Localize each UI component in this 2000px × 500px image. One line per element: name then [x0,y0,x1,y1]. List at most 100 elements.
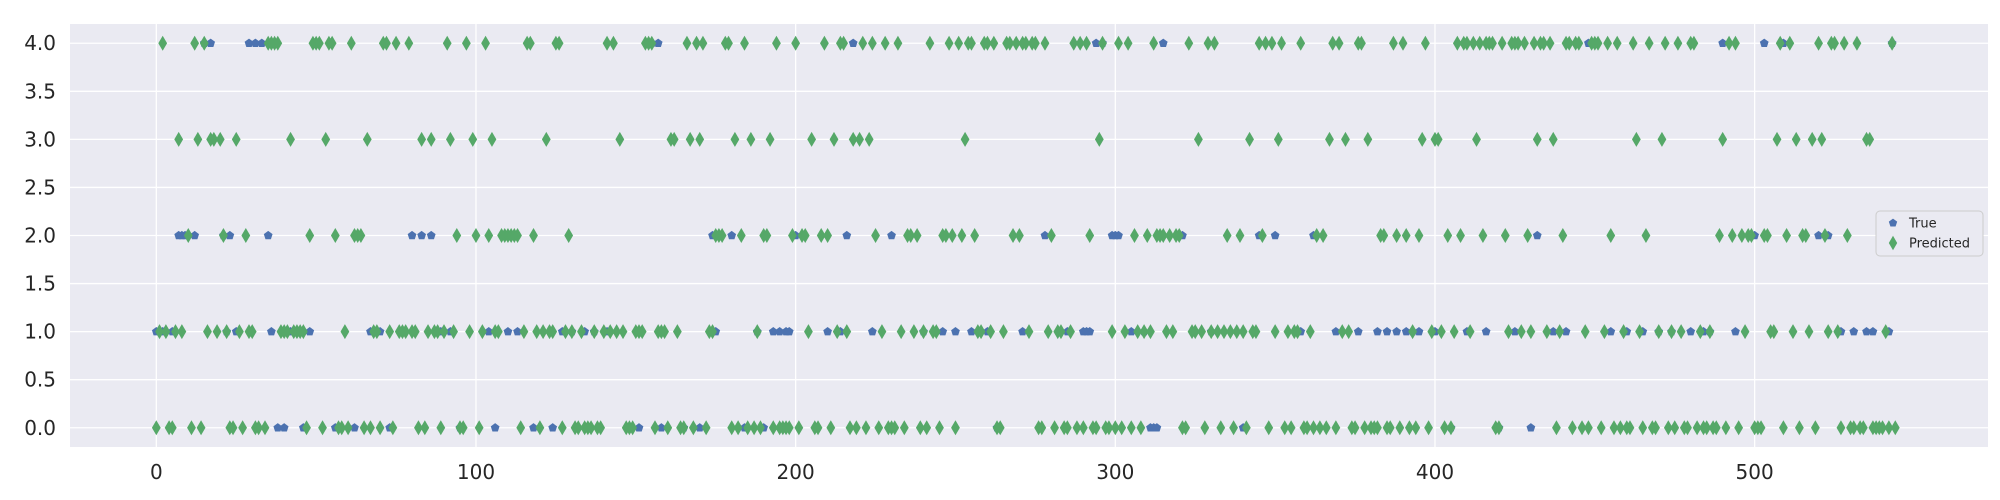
y-tick-label: 3.5 [24,79,56,103]
predicted-point [1241,420,1251,436]
predicted-point [414,420,423,436]
predicted-point [513,228,522,243]
true-point [1510,327,1520,336]
predicted-point [1574,35,1584,51]
predicted-point [1062,420,1072,436]
predicted-point [660,324,669,340]
predicted-point [219,228,228,243]
predicted-point [1273,131,1283,147]
predicted-point [1104,420,1114,436]
predicted-point [487,131,497,147]
x-tick-label: 400 [1416,460,1454,484]
true-point [1686,327,1696,336]
true-point [267,327,276,336]
predicted-point [433,324,443,340]
true-point [1849,327,1859,336]
predicted-point [586,420,596,436]
predicted-point [1628,35,1638,51]
true-point [1353,327,1363,336]
true-point [190,230,200,240]
predicted-point [1478,228,1488,243]
true-point [1759,38,1769,47]
predicted-point [602,35,612,51]
predicted-point [468,131,478,147]
predicted-point [1612,35,1622,51]
predicted-point [906,228,916,243]
predicted-point [436,420,446,436]
true-point [775,327,785,336]
predicted-point [1200,420,1210,436]
predicted-point [1318,228,1328,243]
predicted-point [800,228,810,243]
predicted-point [682,35,692,51]
true-point [1018,327,1027,336]
legend-label-predicted: Predicted [1909,237,1970,252]
predicted-point [203,324,212,340]
predicted-point [231,131,241,147]
predicted-point [366,420,375,436]
predicted-point [1625,420,1635,436]
predicted-point [1389,35,1398,51]
predicted-point [788,228,797,243]
predicted-point [877,324,887,340]
predicted-point [1807,131,1817,147]
predicted-point [1548,131,1558,147]
predicted-point [1110,420,1120,436]
true-point [1401,327,1411,336]
predicted-point [791,35,801,51]
true-point [1382,327,1392,336]
predicted-point [919,324,928,340]
predicted-point [1296,35,1306,51]
true-point [1331,327,1341,336]
true-point [848,38,858,47]
predicted-point [1552,420,1561,436]
predicted-point [1190,324,1200,340]
true-point [503,327,513,336]
x-tick-label: 200 [777,460,815,484]
predicted-point [1011,35,1021,51]
predicted-point [461,35,471,51]
predicted-point [899,420,909,436]
predicted-point [1654,324,1664,340]
predicted-point [340,324,350,340]
predicted-point [1494,420,1504,436]
predicted-point [1667,324,1676,340]
predicted-point [215,131,225,147]
predicted-point [1417,131,1427,147]
predicted-point [1615,420,1625,436]
predicted-point [599,324,609,340]
true-point [1814,230,1823,240]
predicted-point [401,324,411,340]
predicted-point [1823,324,1833,340]
predicted-point [1692,420,1702,436]
predicted-point [839,35,848,51]
y-tick-label: 2.0 [24,224,56,248]
predicted-point [1267,35,1277,51]
predicted-point [1779,420,1788,436]
predicted-point [346,35,356,51]
true-point [1040,230,1050,240]
predicted-point [1651,420,1660,436]
predicted-point [679,420,689,436]
predicted-point [362,131,372,147]
predicted-point [548,324,558,340]
predicted-point [1181,420,1191,436]
true-point [1548,327,1558,336]
predicted-point [1603,35,1612,51]
predicted-point [410,324,420,340]
true-point [1392,327,1401,336]
predicted-point [855,131,864,147]
y-tick-label: 1.0 [24,320,56,344]
predicted-point [896,324,906,340]
y-tick-label: 0.5 [24,368,56,392]
predicted-point [746,131,756,147]
predicted-point [752,324,762,340]
series-predicted [151,35,1900,436]
predicted-point [327,35,337,51]
true-point [1152,423,1162,432]
predicted-point [765,131,775,147]
predicted-point [1024,324,1034,340]
true-point [1158,38,1168,47]
predicted-point [183,228,193,243]
